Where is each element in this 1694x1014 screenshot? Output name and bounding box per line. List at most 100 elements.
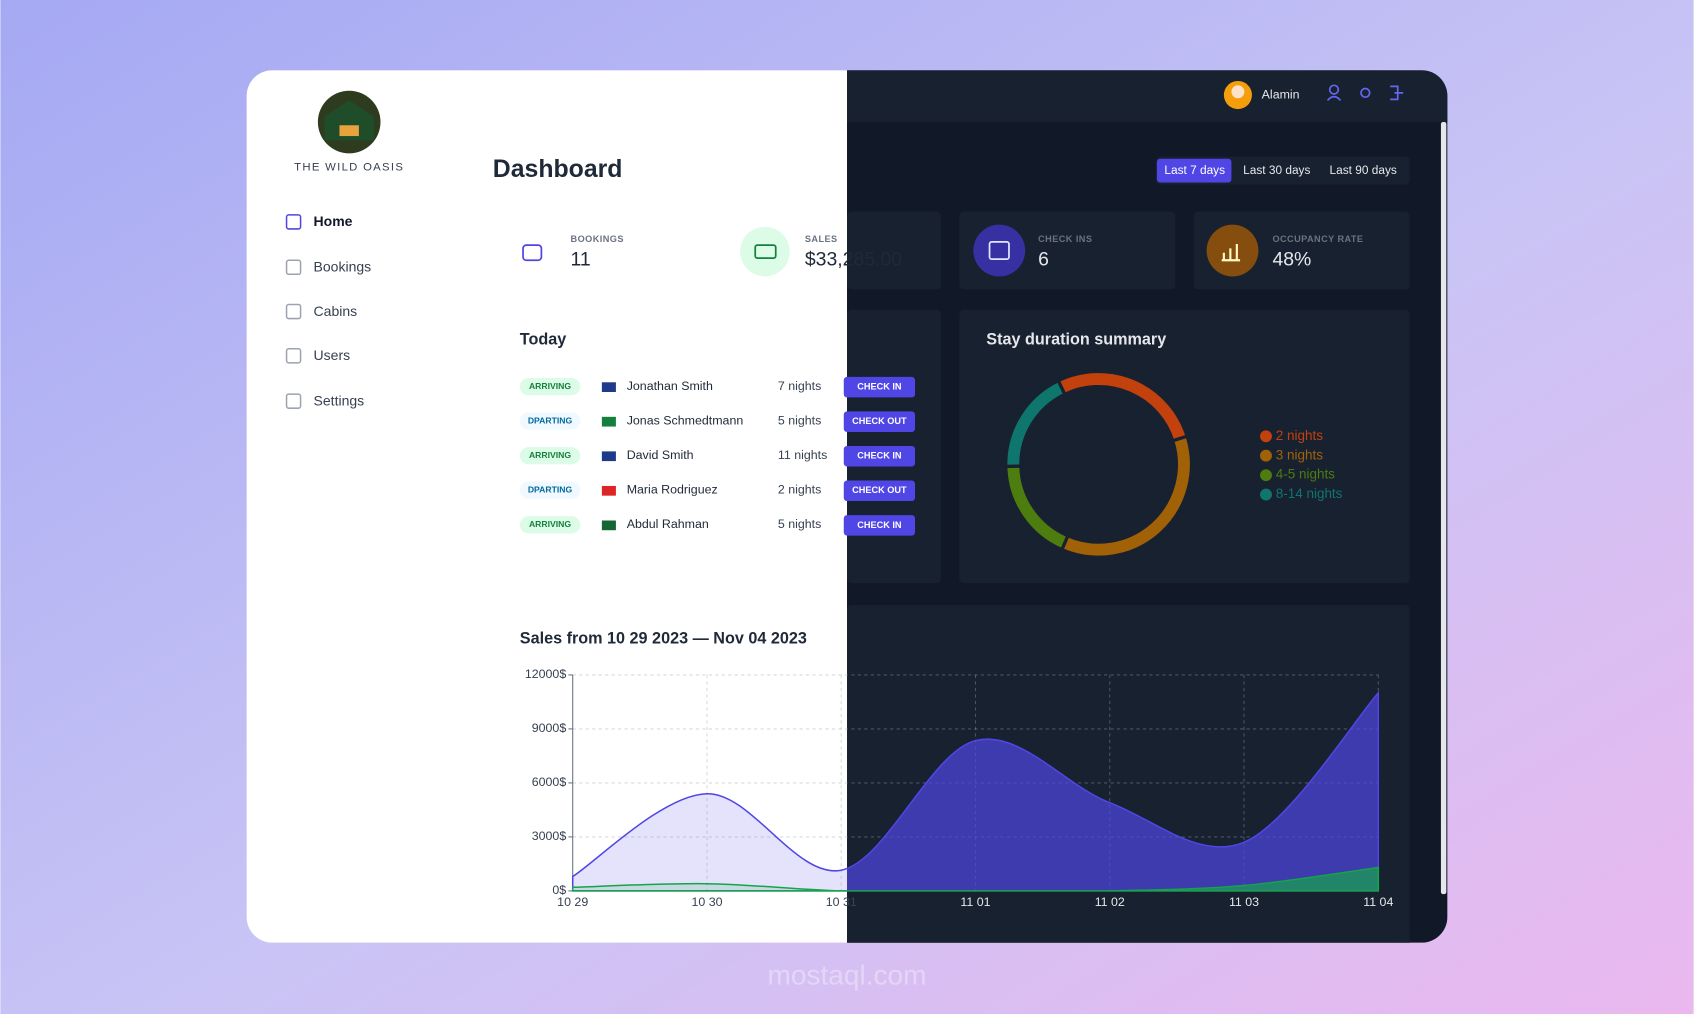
nights: 2 nights	[778, 483, 821, 497]
x-tick-label: 11 04	[1363, 895, 1393, 909]
scrollbar[interactable]	[1440, 122, 1447, 895]
nights: 5 nights	[778, 517, 821, 531]
watermark: mostaql.com	[767, 960, 926, 991]
action-button[interactable]	[843, 376, 916, 398]
account-icon[interactable]	[1328, 84, 1340, 95]
account-icon-body	[1326, 95, 1342, 102]
legend-swatch	[1260, 430, 1272, 443]
guest-name: Maria Rodriguez	[627, 483, 718, 497]
nights: 5 nights	[778, 413, 821, 427]
flag	[601, 520, 616, 531]
stat-value: 6	[1038, 248, 1049, 270]
stat-label: SALES	[805, 234, 838, 244]
nav-item[interactable]: Settings	[314, 392, 365, 408]
legend-swatch	[1260, 449, 1272, 462]
stat-label: CHECK INS	[1038, 234, 1092, 244]
nights: 7 nights	[778, 379, 821, 393]
x-tick-label: 11 02	[1095, 895, 1125, 909]
x-tick-label: 10 30	[691, 895, 722, 909]
nav-item[interactable]: Home	[314, 213, 353, 229]
page-title: Dashboard	[493, 156, 623, 183]
area	[571, 866, 1380, 892]
logo-cabin	[339, 125, 359, 137]
action-button[interactable]	[843, 411, 916, 432]
nav-icon	[285, 214, 302, 230]
legend-label: 4-5 nights	[1276, 467, 1335, 482]
nav-item[interactable]: Bookings	[314, 259, 372, 275]
nav-icon	[285, 348, 302, 364]
y-tick-label: 6000$	[532, 775, 567, 789]
stat-label: OCCUPANCY RATE	[1272, 234, 1363, 244]
status: ARRIVING	[529, 519, 571, 529]
nights: 11 nights	[778, 448, 827, 462]
stat-value: 11	[571, 248, 591, 270]
action-button[interactable]	[843, 515, 916, 536]
filter-button[interactable]: Last 7 days	[1164, 163, 1225, 177]
y-tick-label: 12000$	[525, 667, 566, 681]
nav-item[interactable]: Users	[314, 347, 351, 363]
action-label[interactable]: CHECK OUT	[852, 416, 907, 426]
status: DPARTING	[528, 485, 573, 495]
sales-icon	[754, 244, 777, 259]
action-label[interactable]: CHECK IN	[857, 451, 901, 461]
header-bar	[847, 70, 1448, 123]
area	[571, 690, 1380, 892]
filter-button[interactable]: Last 90 days	[1330, 163, 1397, 177]
stat-box-dark	[847, 211, 941, 290]
flag	[601, 382, 616, 392]
user-name: Alamin	[1262, 87, 1300, 101]
status: ARRIVING	[529, 450, 571, 460]
status-badge	[519, 447, 581, 465]
legend-label: 2 nights	[1276, 428, 1323, 443]
x-tick-label: 11 01	[960, 895, 990, 909]
chart-title: Sales from 10 29 2023 — Nov 04 2023	[520, 630, 807, 648]
checkins-icon-bg	[973, 224, 1026, 277]
action-label[interactable]: CHECK IN	[857, 520, 901, 530]
section-title: Today	[520, 330, 566, 348]
stat-value: $33,285.00	[805, 248, 902, 270]
x-tick-label: 10 31	[826, 895, 857, 909]
nav-icon	[285, 303, 302, 320]
action-button[interactable]	[843, 445, 916, 467]
logo-trees	[324, 100, 375, 141]
status-badge	[519, 377, 581, 396]
guest-name: Abdul Rahman	[627, 517, 709, 531]
filter-button[interactable]: Last 30 days	[1243, 163, 1310, 177]
y-tick-label: 0$	[552, 883, 566, 897]
legend-swatch	[1260, 469, 1272, 482]
logo-text: THE WILD OASIS	[294, 161, 404, 173]
action-label[interactable]: CHECK OUT	[852, 485, 907, 495]
legend-label: 8-14 nights	[1276, 486, 1343, 501]
status-badge	[519, 481, 581, 499]
action-button[interactable]	[843, 480, 916, 502]
guest-name: Jonathan Smith	[627, 379, 713, 393]
occupancy-icon-bg	[1206, 224, 1259, 277]
guest-name: Jonas Schmedtmann	[627, 413, 744, 427]
occupancy-icon	[1221, 244, 1241, 262]
status-badge	[519, 516, 581, 534]
x-tick-label: 10 29	[557, 895, 588, 909]
nav-item[interactable]: Cabins	[314, 303, 358, 319]
chart-title: Stay duration summary	[986, 330, 1166, 348]
checkins-icon	[988, 241, 1010, 261]
action-label[interactable]: CHECK IN	[857, 382, 901, 392]
legend-swatch	[1260, 488, 1272, 501]
guest-name: David Smith	[627, 448, 694, 462]
flag	[601, 416, 616, 427]
logout-icon[interactable]	[1390, 85, 1404, 101]
y-tick-label: 3000$	[532, 829, 567, 843]
nav-icon	[285, 259, 302, 276]
theme-icon[interactable]	[1360, 87, 1371, 99]
nav-icon	[285, 393, 302, 409]
legend-label: 3 nights	[1276, 447, 1323, 462]
flag	[601, 451, 616, 462]
bookings-icon	[522, 244, 543, 262]
flag	[601, 485, 616, 496]
filter-active[interactable]	[1156, 158, 1232, 183]
pie-slice	[1004, 378, 1067, 469]
avatar-face	[1231, 85, 1245, 99]
x-tick-label: 11 03	[1229, 895, 1259, 909]
status-badge	[519, 412, 581, 430]
y-tick-label: 9000$	[532, 721, 567, 735]
